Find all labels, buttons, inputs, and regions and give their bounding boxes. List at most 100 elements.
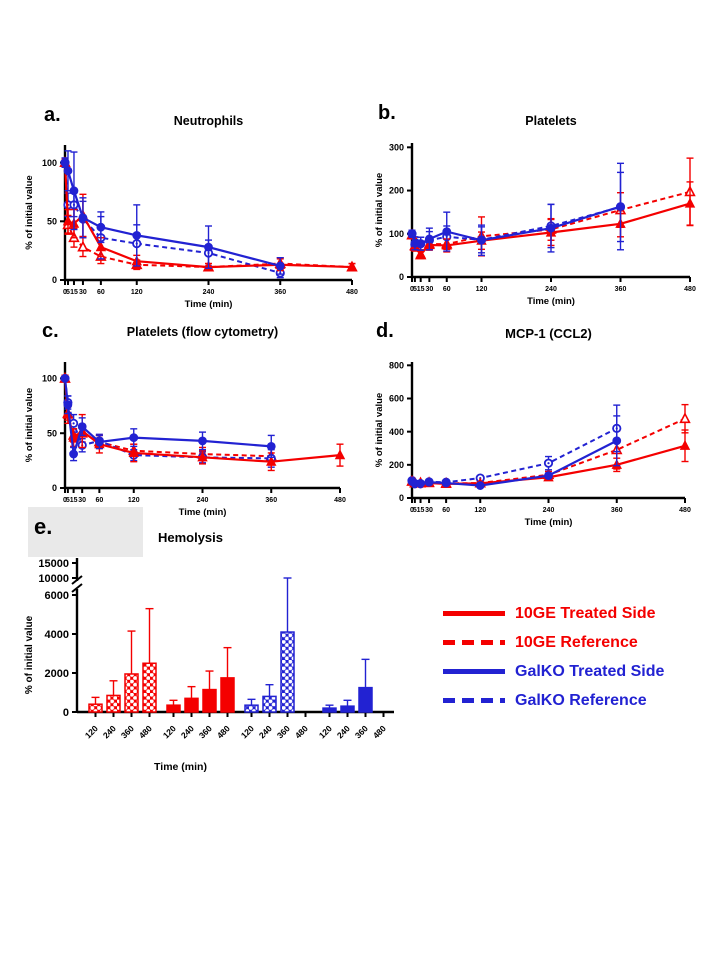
svg-text:60: 60 bbox=[442, 507, 450, 514]
svg-text:0: 0 bbox=[52, 483, 57, 493]
platelets-chart: 0 100 200 300 0 5 15 30 60 120 240 360 480 Platelets T… bbox=[370, 108, 720, 319]
legend-item-galko-treated: GalKO Treated Side bbox=[443, 657, 664, 686]
platelets-flow-cytometry-chart: 0 50 100 0 5 15 30 60 120 240 360 480 Platelets (flo… bbox=[20, 322, 366, 527]
svg-text:% of initial value: % of initial value bbox=[24, 388, 35, 462]
svg-text:240: 240 bbox=[203, 289, 215, 296]
svg-text:5: 5 bbox=[413, 286, 417, 293]
svg-text:120: 120 bbox=[476, 286, 488, 293]
svg-text:30: 30 bbox=[79, 289, 87, 296]
legend-swatch-dashed-red bbox=[443, 640, 505, 645]
svg-text:120: 120 bbox=[83, 723, 100, 740]
legend-item-galko-reference: GalKO Reference bbox=[443, 686, 664, 715]
svg-text:Time (min): Time (min) bbox=[527, 296, 575, 307]
svg-text:15: 15 bbox=[417, 286, 425, 293]
svg-text:60: 60 bbox=[95, 497, 103, 504]
svg-text:360: 360 bbox=[275, 723, 292, 740]
svg-text:% of initial value: % of initial value bbox=[374, 393, 385, 467]
svg-text:480: 480 bbox=[371, 723, 388, 740]
svg-text:2000: 2000 bbox=[45, 668, 69, 680]
panel-label-d: d. bbox=[376, 320, 394, 342]
svg-text:240: 240 bbox=[543, 507, 555, 514]
legend-label: GalKO Reference bbox=[515, 691, 647, 709]
svg-text:Time (min): Time (min) bbox=[525, 517, 573, 528]
svg-text:Hemolysis: Hemolysis bbox=[158, 530, 223, 545]
svg-text:120: 120 bbox=[474, 507, 486, 514]
svg-text:% of initial value: % of initial value bbox=[24, 175, 35, 249]
svg-text:50: 50 bbox=[47, 217, 57, 227]
svg-text:240: 240 bbox=[257, 723, 274, 740]
svg-text:100: 100 bbox=[389, 229, 404, 239]
svg-text:5: 5 bbox=[413, 507, 417, 514]
svg-text:0: 0 bbox=[399, 272, 404, 282]
legend-swatch-solid-red bbox=[443, 611, 505, 616]
svg-text:Platelets: Platelets bbox=[525, 114, 576, 128]
svg-text:240: 240 bbox=[545, 286, 557, 293]
legend-label: 10GE Treated Side bbox=[515, 604, 656, 622]
svg-text:0: 0 bbox=[63, 497, 67, 504]
svg-text:15: 15 bbox=[417, 507, 425, 514]
svg-text:480: 480 bbox=[293, 723, 310, 740]
neutrophils-chart: 0 50 100 0 5 15 30 60 120 240 360 480 Neutrophils Tim… bbox=[20, 108, 366, 319]
svg-text:Time (min): Time (min) bbox=[185, 299, 233, 310]
hemolysis-bar-chart: 0 2000 4000 6000 10000 15000 120 240 360 480 120 24… bbox=[18, 528, 418, 795]
svg-text:100: 100 bbox=[42, 374, 57, 384]
svg-text:360: 360 bbox=[353, 723, 370, 740]
svg-text:15: 15 bbox=[70, 289, 78, 296]
svg-text:240: 240 bbox=[335, 723, 352, 740]
svg-text:120: 120 bbox=[131, 289, 143, 296]
svg-text:30: 30 bbox=[425, 507, 433, 514]
panel-label-b: b. bbox=[378, 102, 396, 124]
svg-text:0: 0 bbox=[410, 507, 414, 514]
svg-text:120: 120 bbox=[161, 723, 178, 740]
svg-text:30: 30 bbox=[78, 497, 86, 504]
legend-swatch-dashed-blue bbox=[443, 698, 505, 703]
svg-text:60: 60 bbox=[97, 289, 105, 296]
panel-label-c: c. bbox=[42, 320, 59, 342]
svg-text:30: 30 bbox=[425, 286, 433, 293]
panel-label-e: e. bbox=[34, 514, 53, 539]
svg-text:Time (min): Time (min) bbox=[154, 761, 207, 773]
svg-text:4000: 4000 bbox=[45, 629, 69, 641]
svg-text:0: 0 bbox=[63, 707, 69, 719]
svg-text:200: 200 bbox=[389, 186, 404, 196]
legend-item-10ge-treated: 10GE Treated Side bbox=[443, 599, 664, 628]
svg-text:480: 480 bbox=[334, 497, 346, 504]
svg-text:0: 0 bbox=[63, 289, 67, 296]
svg-text:480: 480 bbox=[137, 723, 154, 740]
svg-text:240: 240 bbox=[179, 723, 196, 740]
svg-text:% of initial value: % of initial value bbox=[24, 615, 35, 694]
legend-swatch-solid-blue bbox=[443, 669, 505, 674]
svg-text:480: 480 bbox=[346, 289, 358, 296]
svg-text:5: 5 bbox=[66, 289, 70, 296]
svg-text:240: 240 bbox=[101, 723, 118, 740]
svg-text:0: 0 bbox=[399, 493, 404, 503]
svg-text:120: 120 bbox=[317, 723, 334, 740]
svg-text:480: 480 bbox=[684, 286, 696, 293]
svg-text:5: 5 bbox=[66, 497, 70, 504]
svg-text:6000: 6000 bbox=[45, 590, 69, 602]
svg-text:400: 400 bbox=[389, 427, 404, 437]
svg-text:% of initial value: % of initial value bbox=[374, 173, 385, 247]
svg-text:0: 0 bbox=[410, 286, 414, 293]
svg-text:480: 480 bbox=[679, 507, 691, 514]
svg-text:0: 0 bbox=[52, 275, 57, 285]
panel-e-label-background bbox=[28, 507, 143, 557]
svg-text:15000: 15000 bbox=[38, 558, 69, 570]
figure-legend: 10GE Treated Side 10GE Reference GalKO T… bbox=[443, 599, 664, 715]
svg-text:360: 360 bbox=[197, 723, 214, 740]
svg-text:300: 300 bbox=[389, 143, 404, 153]
svg-text:50: 50 bbox=[47, 428, 57, 438]
svg-text:360: 360 bbox=[615, 286, 627, 293]
svg-text:Time (min): Time (min) bbox=[179, 507, 227, 518]
svg-text:15: 15 bbox=[70, 497, 78, 504]
svg-text:480: 480 bbox=[215, 723, 232, 740]
svg-text:10000: 10000 bbox=[38, 573, 69, 585]
svg-text:240: 240 bbox=[197, 497, 209, 504]
legend-label: 10GE Reference bbox=[515, 633, 638, 651]
svg-text:MCP-1 (CCL2): MCP-1 (CCL2) bbox=[505, 326, 592, 341]
